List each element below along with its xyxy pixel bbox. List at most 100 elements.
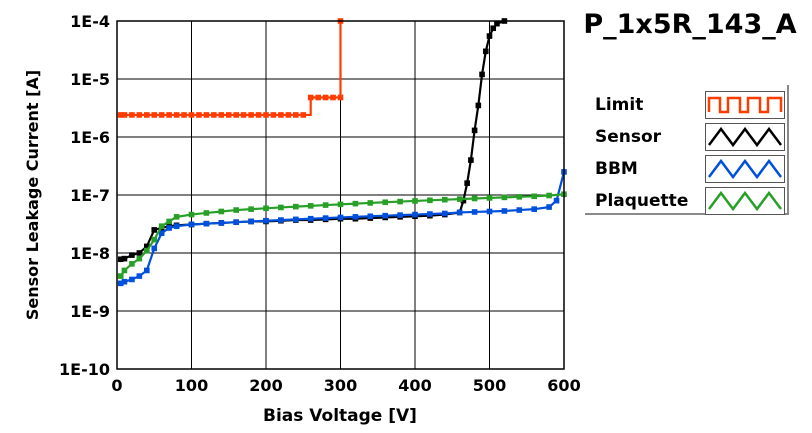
data-point-bbm [382, 212, 388, 219]
data-point-limit [270, 112, 277, 118]
y-tick-labels: 1E-4 1E-5 1E-6 1E-7 1E-8 1E-9 1E-10 [59, 12, 110, 379]
y-tick-label: 1E-10 [59, 360, 110, 379]
data-point-limit [322, 94, 329, 101]
data-point-plaquette [263, 205, 269, 212]
chart-title: P_1x5R_143_A [583, 9, 796, 40]
data-point-bbm [337, 214, 344, 221]
data-point-limit [337, 94, 344, 101]
y-tick-label: 1E-5 [70, 70, 110, 89]
legend-line-limit [707, 96, 783, 114]
legend-swatch-limit[interactable] [705, 91, 785, 119]
y-tick-label: 1E-7 [70, 186, 110, 205]
data-point-bbm [546, 204, 552, 210]
legend-swatch-sensor[interactable] [705, 123, 785, 151]
data-point-bbm [456, 209, 463, 216]
data-point-bbm [412, 211, 418, 218]
data-point-sensor [482, 48, 489, 55]
data-point-limit [181, 112, 187, 118]
data-point-bbm [158, 230, 165, 236]
data-point-bbm [136, 273, 143, 279]
x-tick-labels: 0 100 200 300 400 500 600 [111, 376, 580, 395]
data-point-plaquette [166, 218, 172, 225]
data-point-bbm [166, 225, 172, 231]
data-point-limit [196, 112, 202, 118]
data-point-limit [173, 112, 180, 118]
data-point-bbm [248, 218, 254, 225]
data-point-plaquette [158, 223, 165, 229]
legend-item-bbm: BBM [595, 153, 785, 183]
legend-line-plaquette [708, 190, 782, 212]
data-point-limit [211, 112, 217, 118]
data-point-sensor [136, 250, 143, 256]
data-point-sensor [121, 255, 128, 262]
data-point-bbm [263, 217, 269, 224]
legend-line-bbm [708, 158, 782, 180]
data-point-limit [293, 112, 299, 118]
data-point-limit [136, 112, 143, 118]
data-point-limit [151, 112, 158, 118]
data-point-bbm [293, 216, 299, 223]
data-point-bbm [553, 197, 560, 204]
legend-item-plaquette: Plaquette [595, 185, 785, 215]
data-point-plaquette [322, 202, 329, 208]
series-limit [117, 18, 344, 118]
data-point-bbm [151, 245, 158, 252]
legend-swatch-bbm[interactable] [705, 155, 785, 183]
data-point-limit [248, 112, 254, 118]
data-point-limit [255, 112, 262, 118]
data-point-limit [117, 112, 124, 118]
data-point-bbm [144, 267, 150, 274]
data-point-plaquette [144, 247, 150, 254]
data-point-plaquette [129, 261, 135, 267]
data-point-bbm [531, 206, 537, 212]
data-point-limit [225, 112, 232, 118]
x-tick-label: 400 [398, 376, 431, 395]
data-point-limit [144, 112, 150, 118]
data-point-bbm [442, 210, 448, 217]
data-point-plaquette [136, 255, 143, 262]
x-tick-label: 0 [111, 376, 122, 395]
data-point-plaquette [516, 194, 523, 200]
legend-label-limit: Limit [595, 95, 644, 115]
data-point-bbm [501, 208, 508, 214]
data-point-sensor [490, 25, 497, 32]
data-point-limit [263, 112, 269, 118]
data-point-limit [166, 112, 172, 118]
data-point-sensor [144, 243, 150, 250]
data-point-plaquette [471, 195, 478, 202]
data-point-limit [129, 112, 135, 118]
data-point-bbm [233, 219, 239, 225]
data-point-plaquette [456, 196, 463, 202]
data-point-limit [188, 112, 195, 118]
data-point-bbm [121, 278, 128, 285]
data-point-plaquette [546, 192, 552, 199]
plot-frame [116, 20, 565, 370]
data-point-sensor [486, 33, 493, 39]
data-point-plaquette [248, 206, 254, 212]
legend-swatch-plaquette[interactable] [705, 187, 785, 215]
data-point-plaquette [337, 201, 344, 208]
data-point-plaquette [442, 196, 448, 203]
data-point-plaquette [121, 267, 128, 274]
data-point-sensor [475, 102, 482, 109]
legend-item-sensor: Sensor [595, 121, 785, 151]
data-point-bbm [307, 215, 314, 222]
data-point-limit [300, 112, 307, 118]
legend-label-sensor: Sensor [595, 127, 662, 147]
data-point-plaquette [352, 200, 359, 207]
data-point-sensor [151, 227, 158, 233]
data-point-plaquette [382, 199, 388, 206]
data-point-bbm [322, 215, 329, 221]
data-point-limit [233, 112, 239, 118]
data-point-bbm [471, 209, 478, 215]
x-tick-label: 300 [324, 376, 357, 395]
data-point-limit [158, 112, 165, 118]
x-tick-label: 100 [175, 376, 208, 395]
data-point-plaquette [151, 236, 158, 243]
legend-label-bbm: BBM [595, 159, 638, 179]
y-tick-label: 1E-8 [70, 244, 110, 263]
data-point-plaquette [531, 193, 537, 200]
legend-line-sensor [708, 126, 782, 148]
